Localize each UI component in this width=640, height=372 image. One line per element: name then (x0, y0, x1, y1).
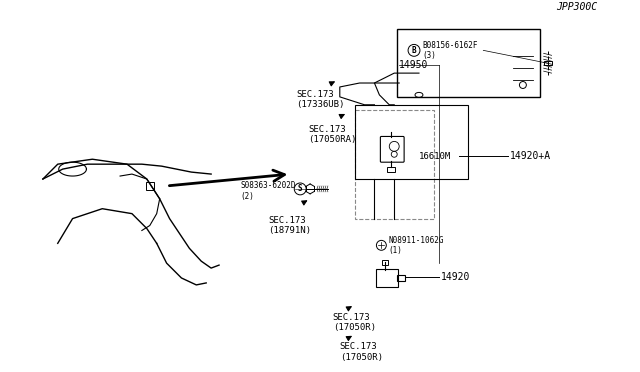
Text: SEC.173
(17050R): SEC.173 (17050R) (333, 312, 376, 332)
Text: SEC.173
(18791N): SEC.173 (18791N) (269, 216, 312, 235)
Text: 14920+A: 14920+A (510, 151, 551, 161)
Text: SEC.173
(17050RA): SEC.173 (17050RA) (308, 125, 356, 144)
Text: SEC.173
(17050R): SEC.173 (17050R) (340, 342, 383, 362)
Text: JPP300C: JPP300C (556, 2, 597, 12)
Text: SEC.173
(17336UB): SEC.173 (17336UB) (296, 90, 344, 109)
Text: 16610M: 16610M (419, 152, 451, 161)
Text: B: B (412, 46, 417, 55)
Text: B08156-6162F
(3): B08156-6162F (3) (422, 41, 477, 60)
Text: N08911-1062G
(1): N08911-1062G (1) (388, 235, 444, 255)
Text: S: S (298, 185, 303, 193)
FancyBboxPatch shape (146, 182, 154, 190)
Text: 14920: 14920 (441, 272, 470, 282)
Text: S08363-6202D
(2): S08363-6202D (2) (241, 181, 296, 201)
Text: 14950: 14950 (399, 60, 429, 70)
